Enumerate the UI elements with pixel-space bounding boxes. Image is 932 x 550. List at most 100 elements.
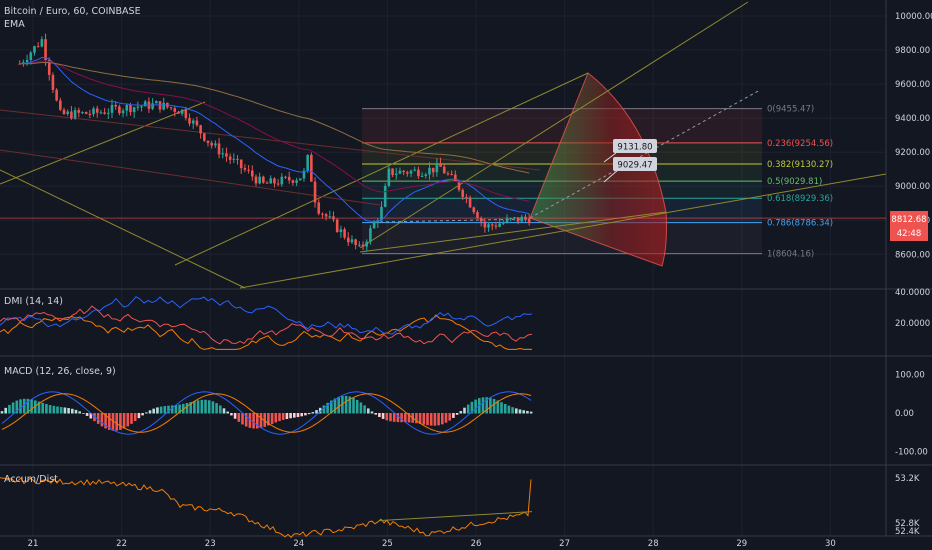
dmi-line [0,305,533,345]
current-price-bg [890,211,928,241]
candle-body [243,168,247,170]
macd-histogram-bar [274,413,278,423]
macd-histogram-bar [311,412,315,414]
macd-histogram-bar [148,410,152,414]
grid-lines [0,0,932,537]
candle-body [40,39,44,47]
callout-upper-text: 9131.80 [617,143,652,153]
candle-body [169,107,173,109]
candle-body [81,112,84,114]
macd-histogram-bar [115,413,118,431]
ema-indicator-label: EMA [4,19,25,30]
candle-body [33,46,36,53]
candle-body [513,217,516,219]
candle-body [527,218,531,224]
candle-body [417,169,420,177]
time-tick-label: 24 [293,539,304,549]
candle-body [214,143,217,146]
accum-dist-pane [0,477,533,539]
macd-histogram-bar [207,400,211,414]
candle-body [361,244,365,247]
macd-histogram-bar [352,397,355,414]
candle-body [350,239,354,243]
macd-histogram-bar [96,413,100,424]
macd-histogram-bar [481,397,485,414]
candle-body [387,168,391,186]
candle-body [29,52,33,61]
accum-trend-line [379,511,533,522]
trend-lines[interactable] [0,1,887,289]
candle-body [129,104,132,113]
macd-histogram-bar [459,411,463,414]
time-tick-label: 28 [648,539,659,549]
macd-histogram-bar [0,411,4,414]
macd-histogram-bar [170,405,174,414]
macd-histogram-bar [522,410,525,414]
macd-histogram-bar [333,398,337,414]
macd-histogram-bar [296,413,300,418]
candle-body [369,228,372,242]
candle-body [103,112,106,114]
macd-histogram-bar [22,398,26,414]
dmi-pane [0,296,533,350]
macd-histogram-bar [133,413,137,422]
candle-body [383,185,387,207]
macd-histogram-bar [111,413,115,431]
macd-histogram-bar [204,399,207,414]
macd-histogram-bar [418,413,422,424]
macd-histogram-bar [263,413,266,427]
macd-histogram-bar [167,405,170,414]
macd-histogram-bar [444,413,448,423]
macd-histogram-bar [437,413,440,426]
macd-histogram-bar [322,405,326,414]
candle-body [391,168,394,175]
macd-histogram-bar [407,413,411,423]
candle-body [324,214,328,217]
candle-body [380,206,383,221]
candle-body [247,169,250,171]
candle-body [457,181,461,190]
macd-histogram-bar [230,413,233,416]
candle-body [77,110,81,113]
callout-lower-text: 9029.47 [617,161,652,171]
candle-body [431,167,435,173]
macd-histogram-bar [474,399,477,414]
macd-tick-label: -100.00 [895,448,928,458]
candle-body [505,218,509,223]
candle-body [291,180,295,183]
macd-histogram-bar [348,396,352,414]
macd-histogram-bar [34,400,37,414]
candle-body [487,224,490,228]
macd-histogram-bar [381,413,385,419]
candle-body [151,103,154,109]
dashed-projection [379,218,531,223]
fib-level-label: 0.236(9254.56) [767,139,833,149]
candle-body [306,154,309,171]
candle-body [439,163,442,167]
countdown-text: 42:48 [897,229,922,239]
macd-histogram-bar [4,407,7,414]
candle-body [479,218,483,222]
candle-body [66,111,70,115]
candle-body [180,109,184,114]
macd-histogram-bar [511,407,514,414]
macd-histogram-bar [281,413,285,420]
trend-line [359,211,667,253]
callout-pointer [603,152,617,163]
price-callouts[interactable]: 9131.80 9029.47 [613,139,657,171]
macd-histogram-bar [396,413,400,423]
signal-line [1,393,532,433]
candle-body [110,104,114,113]
macd-histogram-bar [244,413,248,427]
macd-histogram-bar [59,406,63,414]
macd-histogram-bar [259,413,263,428]
dmi-tick-label: 20.0000 [895,319,930,329]
candle-body [442,166,446,174]
time-tick-label: 21 [28,539,39,549]
macd-histogram-bar [304,413,307,416]
macd-histogram-bar [503,403,507,414]
trend-line [0,109,541,171]
candle-body [22,62,25,64]
candle-body [239,159,243,169]
